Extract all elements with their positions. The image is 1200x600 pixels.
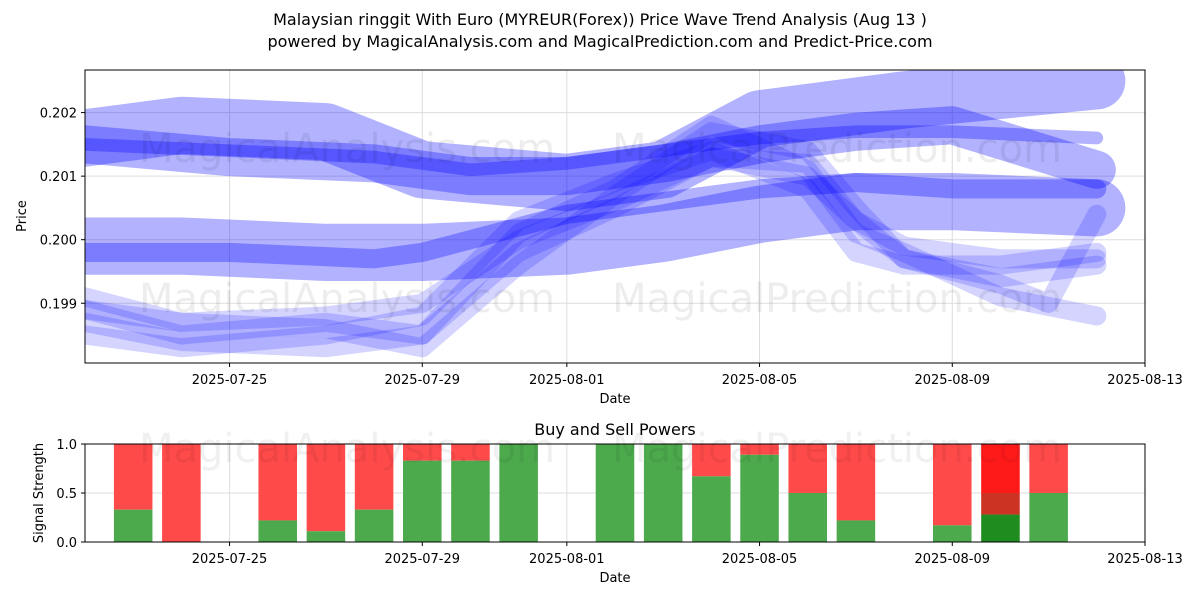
chart-title: Malaysian ringgit With Euro (MYREUR(Fore… [273,10,927,29]
signal-y-tick-label: 1.0 [56,438,77,453]
buy-power-bar [836,520,876,542]
signal-y-tick-label: 0.0 [56,536,77,551]
sell-power-bar [981,493,1020,515]
price-plot-frame [84,69,1146,364]
price-x-tick-label: 2025-07-25 [192,373,268,388]
price-y-tick-label: 0.200 [40,234,77,249]
signal-x-tick-label: 2025-08-01 [529,552,605,567]
sell-power-bar [692,444,731,477]
wave-band [85,122,1107,358]
buy-power-bar [451,460,490,542]
wave-band [85,106,1116,196]
wave-band [85,147,1107,332]
wave-band [85,147,1107,345]
sell-power-bar [403,444,442,461]
signal-x-tick-label: 2025-07-29 [384,552,460,567]
wave-band [85,141,1107,358]
sell-power-bar [836,444,876,521]
signal-x-tick-label: 2025-08-05 [722,552,798,567]
wave-band [85,125,1104,177]
price-x-tick-label: 2025-07-29 [384,373,460,388]
price-x-axis-label: Date [599,392,630,407]
signal-y-axis-label: Signal Strength [32,443,47,543]
buy-power-bar [403,460,442,542]
sell-power-bar [258,444,297,521]
buy-power-bar [740,454,779,542]
sell-power-bar [306,444,346,532]
buy-power-bar [354,509,394,542]
price-x-tick-label: 2025-08-05 [722,373,798,388]
sell-power-bar [740,444,779,455]
watermark-text: MagicalPrediction.com [612,426,1062,472]
buy-power-bar [788,493,827,542]
watermark-text: MagicalPrediction.com [612,276,1062,322]
wave-band [85,115,1107,358]
sell-power-bar [354,444,394,510]
buy-power-bar [258,520,297,542]
signal-x-tick-label: 2025-08-09 [914,552,990,567]
watermark-text: MagicalAnalysis.com [139,126,555,172]
watermarks-lower: MagicalAnalysis.com MagicalPrediction.com [139,426,1062,472]
buy-power-bar [981,514,1020,542]
buy-power-bar [643,444,683,542]
watermarks: MagicalAnalysis.com MagicalPrediction.com… [139,126,1062,322]
buy-power-bar [692,476,731,542]
buy-power-bar [113,509,153,542]
sell-power-bar [113,444,153,510]
price-y-axis-label: Price [15,200,30,232]
buy-power-bar [595,444,635,542]
sell-power-bar [933,444,972,526]
price-y-tick-label: 0.202 [40,107,77,122]
sell-power-bar [162,444,201,542]
wave-band [85,172,1107,269]
signal-x-tick-label: 2025-07-25 [192,552,268,567]
chart-subtitle: powered by MagicalAnalysis.com and Magic… [267,32,933,51]
buy-power-bar [1029,493,1068,542]
signal-axes: 2025-07-25 2025-07-29 2025-08-01 2025-08-05… [56,438,1182,567]
sell-power-bar [451,444,490,461]
signal-bars [113,444,1068,542]
buy-power-bar [499,444,538,542]
bar-chart-title: Buy and Sell Powers [534,420,696,439]
buy-power-bar [306,531,346,542]
price-x-tick-label: 2025-08-01 [529,373,605,388]
watermark-text: MagicalAnalysis.com [139,426,555,472]
watermark-text: MagicalPrediction.com [612,126,1062,172]
signal-y-tick-label: 0.5 [56,487,77,502]
sell-power-bar [1029,444,1068,493]
buy-power-bar [933,525,972,542]
price-x-tick-label: 2025-08-09 [914,373,990,388]
price-grid [85,70,1146,363]
watermark-text: MagicalAnalysis.com [139,276,555,322]
signal-x-tick-label: 2025-08-13 [1107,552,1183,567]
price-wave-bands [85,70,1126,358]
price-y-tick-label: 0.201 [40,170,77,185]
wave-band [85,173,1126,281]
wave-band [85,70,1126,212]
signal-x-axis-label: Date [599,571,630,586]
price-y-tick-label: 0.199 [40,297,77,312]
sell-power-bar [788,444,827,493]
price-x-tick-label: 2025-08-13 [1107,373,1183,388]
sell-power-bar [981,444,1020,493]
price-axes: 2025-07-25 2025-07-29 2025-08-01 2025-08-05… [40,107,1183,388]
